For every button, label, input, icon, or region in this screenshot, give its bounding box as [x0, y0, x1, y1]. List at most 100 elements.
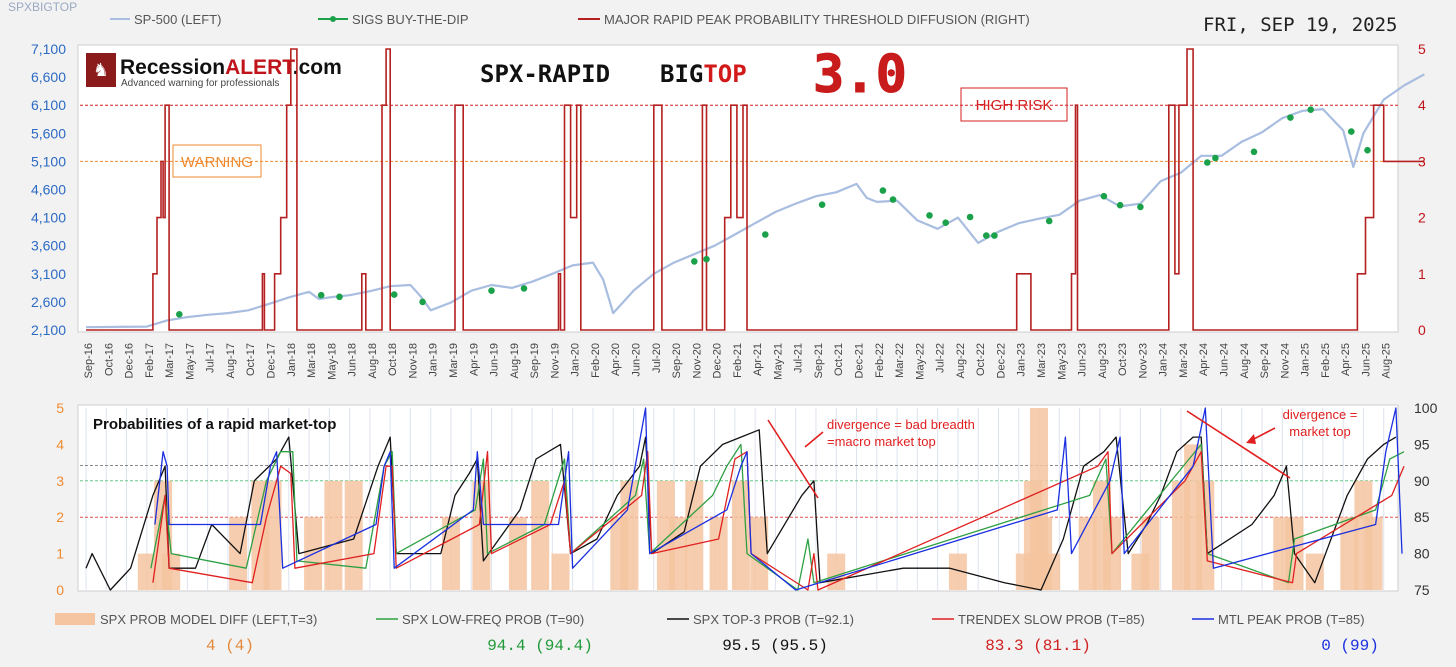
date-tick-label: May-22 — [914, 343, 926, 380]
date-tick-label: Aug-22 — [955, 343, 967, 378]
logo-brand-c: .com — [293, 56, 342, 79]
buy-the-dip-point — [520, 285, 528, 292]
lower-legend: SPX PROB MODEL DIFF (LEFT,T=3) 4 (4) SPX L… — [55, 612, 1379, 655]
date-tick-label: Feb-25 — [1320, 343, 1332, 378]
buy-the-dip-point — [317, 291, 325, 299]
legend-label: MTL PEAK PROB (T=85) — [1218, 612, 1365, 627]
model-diff-bar — [709, 517, 728, 590]
svg-text:BIGTOP: BIGTOP — [660, 60, 747, 88]
date-tick-label: Aug-23 — [1097, 343, 1109, 378]
svg-text:♞: ♞ — [93, 60, 109, 81]
date-tick-label: Jun-19 — [489, 343, 501, 377]
buy-the-dip-point — [703, 255, 710, 263]
date-tick-label: Jun-24 — [1219, 343, 1231, 377]
upper-right-tick-label: 4 — [1418, 97, 1426, 113]
prob-line — [85, 429, 1397, 591]
date-tick-label: May-18 — [326, 343, 338, 380]
buy-the-dip-point — [1348, 128, 1355, 135]
buy-the-dip-point — [1250, 148, 1258, 156]
lower-right-tick-label: 100 — [1414, 400, 1438, 416]
date-tick-label: Mar-24 — [1178, 343, 1190, 378]
legend-label: SPX LOW-FREQ PROB (T=90) — [402, 612, 584, 627]
buy-the-dip-point — [966, 213, 974, 221]
date-tick-label: May-17 — [184, 343, 196, 380]
logo-brand-a: Recession — [120, 56, 225, 79]
date-tick-label: Aug-25 — [1381, 343, 1393, 378]
chart-title-part3: TOP — [703, 60, 746, 88]
date-tick-label: Mar-23 — [1036, 343, 1048, 378]
legend-marker-buy-the-dip — [330, 16, 336, 22]
date-tick-label: Apr-21 — [752, 343, 764, 376]
date-tick-label: Jan-23 — [1016, 343, 1028, 377]
divergence-line-2 — [1186, 410, 1291, 479]
lower-left-tick-label: 2 — [56, 509, 64, 525]
upper-right-tick-label: 0 — [1418, 322, 1426, 338]
lower-right-tick-label: 95 — [1414, 436, 1430, 452]
legend-value: 83.3 (81.1) — [985, 637, 1091, 655]
upper-left-tick-label: 3,100 — [31, 266, 66, 282]
date-tick-label: Nov-23 — [1137, 343, 1149, 378]
lower-left-axis: 0 1 2 3 4 5 — [56, 400, 64, 598]
lower-right-tick-label: 85 — [1414, 509, 1430, 525]
upper-left-tick-label: 2,600 — [31, 294, 66, 310]
lower-left-tick-label: 1 — [56, 546, 64, 562]
model-diff-bar — [620, 480, 639, 590]
buy-the-dip-point — [926, 212, 933, 219]
date-axis: Sep-16 Oct-16 Dec-16 Feb-17 Mar-17 May-17 Jul-… — [83, 343, 1393, 380]
buy-the-dip-point — [991, 232, 998, 239]
annotation-2-line2: market top — [1289, 424, 1350, 439]
date-tick-label: Nov-18 — [407, 343, 419, 378]
buy-the-dip-point — [889, 196, 897, 203]
date-tick-label: Mar-19 — [448, 343, 460, 378]
model-diff-bar — [137, 553, 156, 590]
buy-the-dip-point — [390, 291, 398, 298]
model-diff-bar — [162, 553, 181, 590]
upper-left-tick-label: 4,600 — [31, 182, 66, 198]
model-diff-bar — [1340, 517, 1359, 590]
logo: ♞ RecessionALERT.com Advanced warning fo… — [86, 53, 342, 89]
upper-plot-area — [77, 44, 1399, 333]
date-tick-label: May-21 — [772, 343, 784, 380]
lower-left-tick-label: 4 — [56, 436, 64, 452]
date-tick-label: Feb-21 — [732, 343, 744, 378]
chart-title-part2: BIG — [660, 60, 703, 88]
model-diff-bar — [229, 517, 248, 590]
buy-the-dip-point — [1100, 192, 1108, 200]
legend-value: 0 (99) — [1321, 637, 1379, 655]
date-tick-label: Jan-19 — [428, 343, 440, 377]
lower-series — [85, 407, 1405, 591]
date-tick-label: Dec-20 — [712, 343, 724, 378]
upper-left-tick-label: 5,100 — [31, 153, 66, 169]
date-tick-label: Sep-19 — [529, 343, 541, 378]
model-diff-bar — [731, 480, 750, 590]
date-tick-label: Oct-17 — [245, 343, 257, 376]
model-diff-bar — [948, 553, 967, 590]
divergence-line-1 — [767, 419, 819, 499]
buy-the-dip-point — [818, 201, 826, 208]
diffusion-line — [86, 48, 1425, 331]
lower-left-tick-label: 0 — [56, 582, 64, 598]
buy-the-dip-point — [691, 258, 698, 265]
lower-left-tick-label: 5 — [56, 400, 64, 416]
model-diff-bar — [750, 517, 769, 590]
date-tick-label: Feb-17 — [144, 343, 156, 378]
model-diff-bar — [1042, 553, 1061, 590]
lower-chart-title: Probabilities of a rapid market-top — [93, 416, 336, 433]
upper-left-tick-label: 7,100 — [31, 41, 66, 57]
date-tick-label: Sep-20 — [671, 343, 683, 378]
legend-label: TRENDEX SLOW PROB (T=85) — [958, 612, 1145, 627]
buy-the-dip-point — [879, 187, 887, 194]
legend-value: 94.4 (94.4) — [487, 637, 593, 655]
buy-the-dip-point — [1204, 159, 1211, 166]
svg-text:RecessionALERT.com: RecessionALERT.com — [120, 56, 342, 79]
date-tick-label: Dec-16 — [124, 343, 136, 378]
date-tick-label: Mar-18 — [306, 343, 318, 378]
upper-legend: SP-500 (LEFT) SIGS BUY-THE-DIP MAJOR RAP… — [110, 12, 1030, 27]
upper-left-tick-label: 6,100 — [31, 97, 66, 113]
date-tick-label: Dec-21 — [854, 343, 866, 378]
date-tick-label: Jun-25 — [1360, 343, 1372, 377]
upper-left-axis: 2,100 2,600 3,100 3,600 4,100 4,600 5,100 5,600… — [31, 41, 66, 338]
legend-diffusion: MAJOR RAPID PEAK PROBABILITY THRESHOLD D… — [604, 12, 1030, 27]
date-tick-label: Mar-22 — [894, 343, 906, 378]
